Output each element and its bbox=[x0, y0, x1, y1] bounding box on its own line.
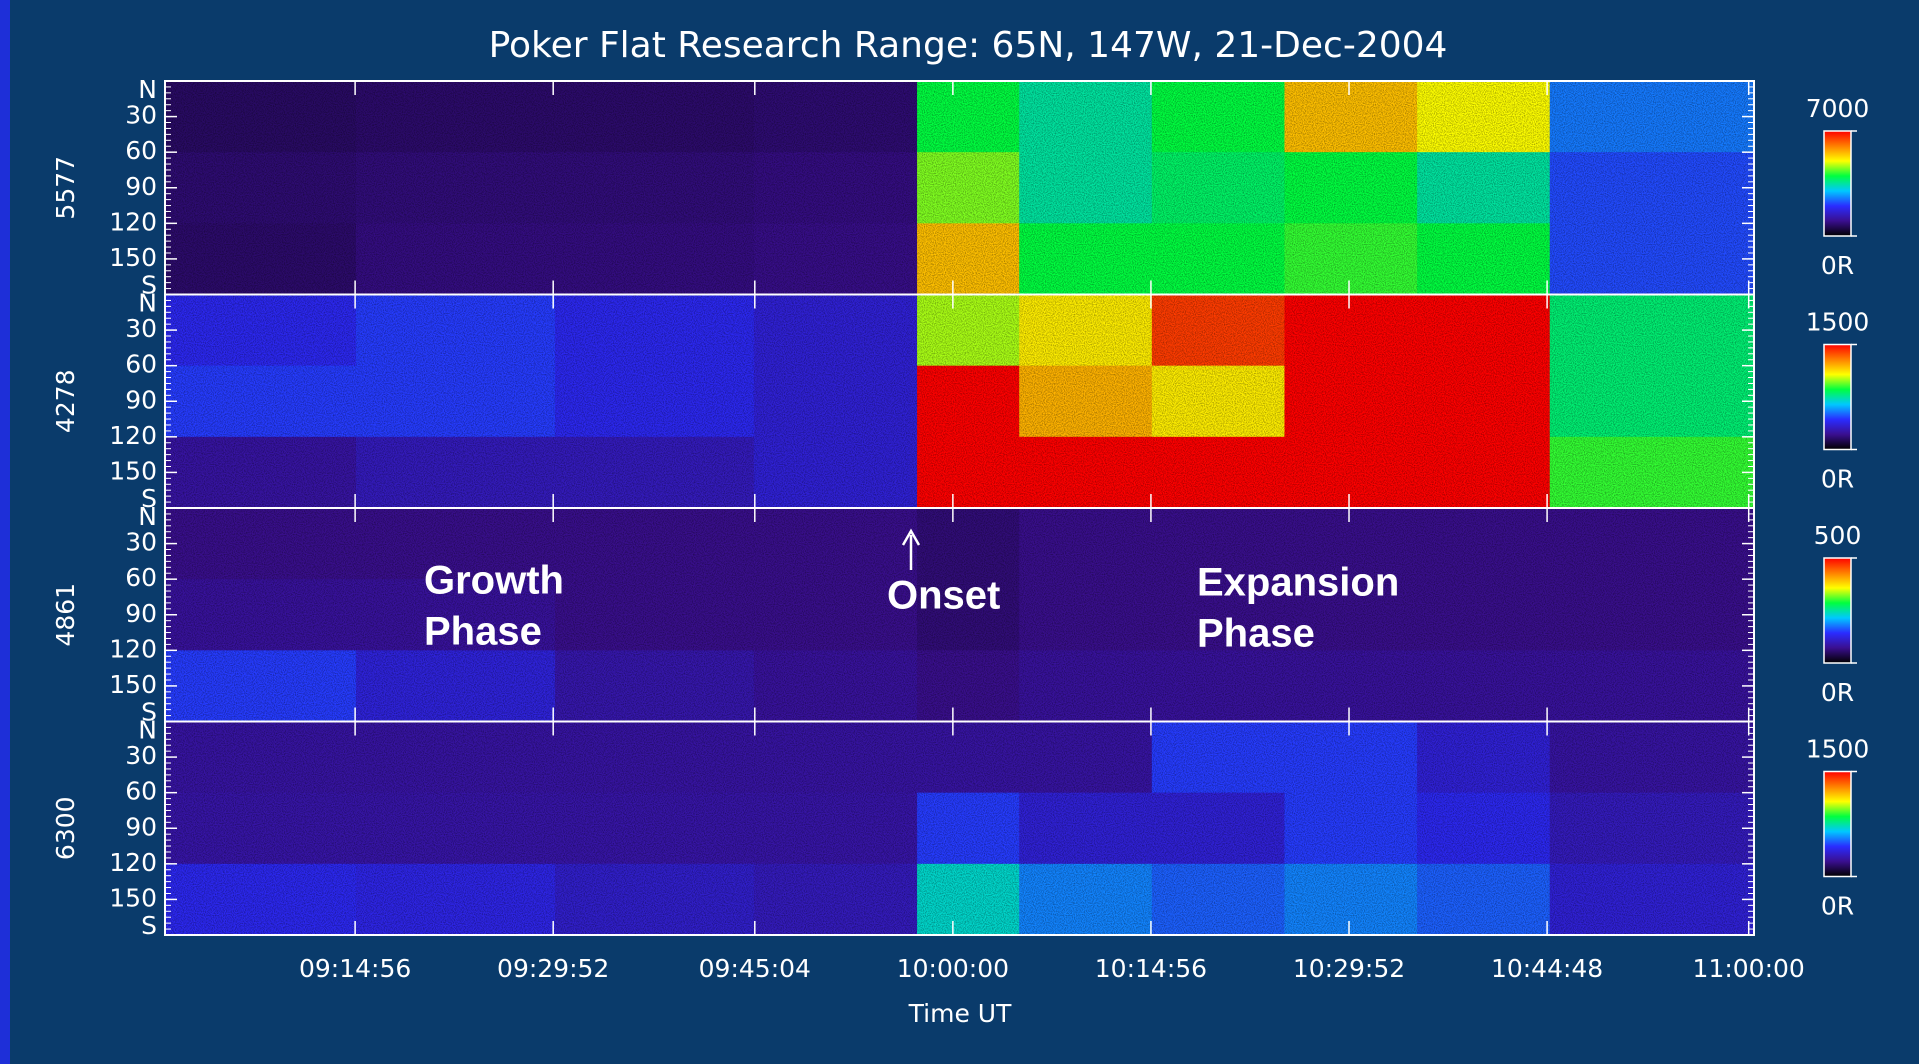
panel-label: 4278 bbox=[51, 369, 80, 433]
plot-area: N306090120150S55770R7000N306090120150S42… bbox=[51, 75, 1869, 983]
x-tick-label: 11:00:00 bbox=[1693, 954, 1805, 983]
speckle-texture bbox=[165, 722, 1754, 936]
colorbar-label: 1500 bbox=[1806, 308, 1870, 337]
annotation: Phase bbox=[1197, 612, 1315, 656]
y-tick-label: 120 bbox=[109, 634, 157, 663]
chart-title: Poker Flat Research Range: 65N, 147W, 21… bbox=[489, 25, 1448, 66]
panel-label: 4861 bbox=[51, 583, 80, 647]
left-border bbox=[0, 0, 10, 1064]
x-axis-label: Time UT bbox=[908, 999, 1012, 1028]
colorbar-label: 0R bbox=[1821, 465, 1854, 494]
y-tick-label: 30 bbox=[125, 741, 157, 770]
speckle-texture bbox=[165, 81, 1754, 295]
colorbar bbox=[1824, 131, 1851, 236]
colorbar bbox=[1824, 772, 1851, 877]
speckle-texture bbox=[165, 295, 1754, 509]
colorbar-label: 0R bbox=[1821, 678, 1854, 707]
y-tick-label: 120 bbox=[109, 421, 157, 450]
annotation: Growth bbox=[424, 559, 564, 603]
y-tick-label: 90 bbox=[125, 812, 157, 841]
y-tick-label: 150 bbox=[109, 883, 157, 912]
y-tick-label: 60 bbox=[125, 777, 157, 806]
colorbar bbox=[1824, 345, 1851, 450]
colorbar-label: 0R bbox=[1821, 251, 1854, 280]
y-tick-label: 60 bbox=[125, 563, 157, 592]
y-tick-label: 150 bbox=[109, 243, 157, 272]
y-tick-label: 30 bbox=[125, 528, 157, 557]
y-tick-label: S bbox=[141, 911, 157, 940]
y-tick-label: 120 bbox=[109, 848, 157, 877]
y-tick-label: 30 bbox=[125, 101, 157, 130]
annotation: Phase bbox=[424, 610, 542, 654]
panel-label: 5577 bbox=[51, 156, 80, 220]
y-tick-label: 150 bbox=[109, 456, 157, 485]
annotation: Expansion bbox=[1197, 561, 1399, 605]
colorbar-label: 1500 bbox=[1806, 735, 1870, 764]
x-tick-label: 10:14:56 bbox=[1095, 954, 1207, 983]
colorbar-label: 500 bbox=[1814, 521, 1862, 550]
x-tick-label: 09:29:52 bbox=[497, 954, 609, 983]
x-tick-label: 10:44:48 bbox=[1491, 954, 1603, 983]
y-tick-label: 90 bbox=[125, 385, 157, 414]
annotation: Onset bbox=[887, 574, 1000, 618]
colorbar-label: 7000 bbox=[1806, 94, 1870, 123]
y-tick-label: 90 bbox=[125, 599, 157, 628]
y-tick-label: 90 bbox=[125, 172, 157, 201]
y-tick-label: 120 bbox=[109, 207, 157, 236]
y-tick-label: 150 bbox=[109, 670, 157, 699]
x-tick-label: 10:29:52 bbox=[1293, 954, 1405, 983]
panel-label: 6300 bbox=[51, 796, 80, 860]
x-tick-label: 09:14:56 bbox=[299, 954, 411, 983]
x-tick-label: 09:45:04 bbox=[699, 954, 811, 983]
chart: Poker Flat Research Range: 65N, 147W, 21… bbox=[0, 0, 1919, 1064]
x-tick-label: 10:00:00 bbox=[897, 954, 1009, 983]
colorbar-label: 0R bbox=[1821, 892, 1854, 921]
y-tick-label: 60 bbox=[125, 136, 157, 165]
y-tick-label: 30 bbox=[125, 314, 157, 343]
colorbar bbox=[1824, 558, 1851, 663]
y-tick-label: 60 bbox=[125, 350, 157, 379]
